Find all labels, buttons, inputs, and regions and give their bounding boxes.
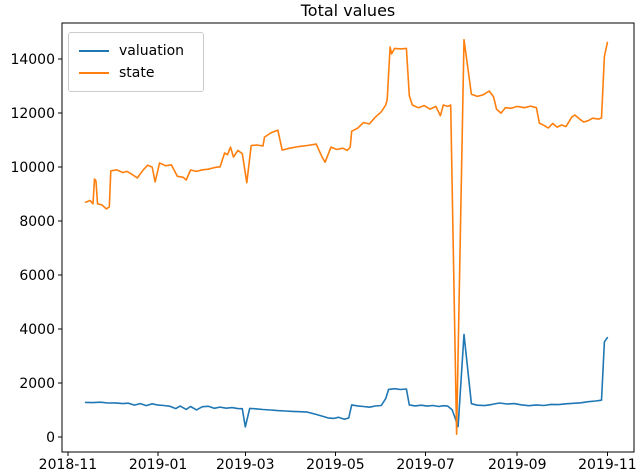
y-tick-label-14000: 14000 [10,52,55,68]
legend-label-valuation: valuation [119,43,185,59]
chart-title: Total values [300,1,396,20]
y-tick-label-4000: 4000 [19,322,55,338]
legend-entry-state: state [79,62,193,84]
y-tick-label-6000: 6000 [19,268,55,284]
series-valuation-line [84,333,609,428]
y-tick-label-0: 0 [46,430,55,446]
y-tick-label-2000: 2000 [19,376,55,392]
x-tick-label-2019-03: 2019-03 [216,457,275,473]
y-tick-label-12000: 12000 [10,106,55,122]
x-tick-label-2018-11: 2018-11 [39,457,98,473]
x-tick-label-2019-01: 2019-01 [129,457,188,473]
y-tick-label-10000: 10000 [10,160,55,176]
x-tick-label-2019-05: 2019-05 [306,457,365,473]
series-state-line [84,38,609,436]
y-tick-label-8000: 8000 [19,214,55,230]
state-line-swatch [79,72,109,74]
axes-frame [61,22,635,453]
valuation-line-swatch [79,50,109,52]
legend-entry-valuation: valuation [79,40,193,62]
x-tick-label-2019-09: 2019-09 [488,457,547,473]
legend-label-state: state [119,65,155,81]
x-tick-label-2019-11: 2019-11 [578,457,637,473]
legend: valuation state [68,32,204,92]
x-tick-label-2019-07: 2019-07 [396,457,455,473]
